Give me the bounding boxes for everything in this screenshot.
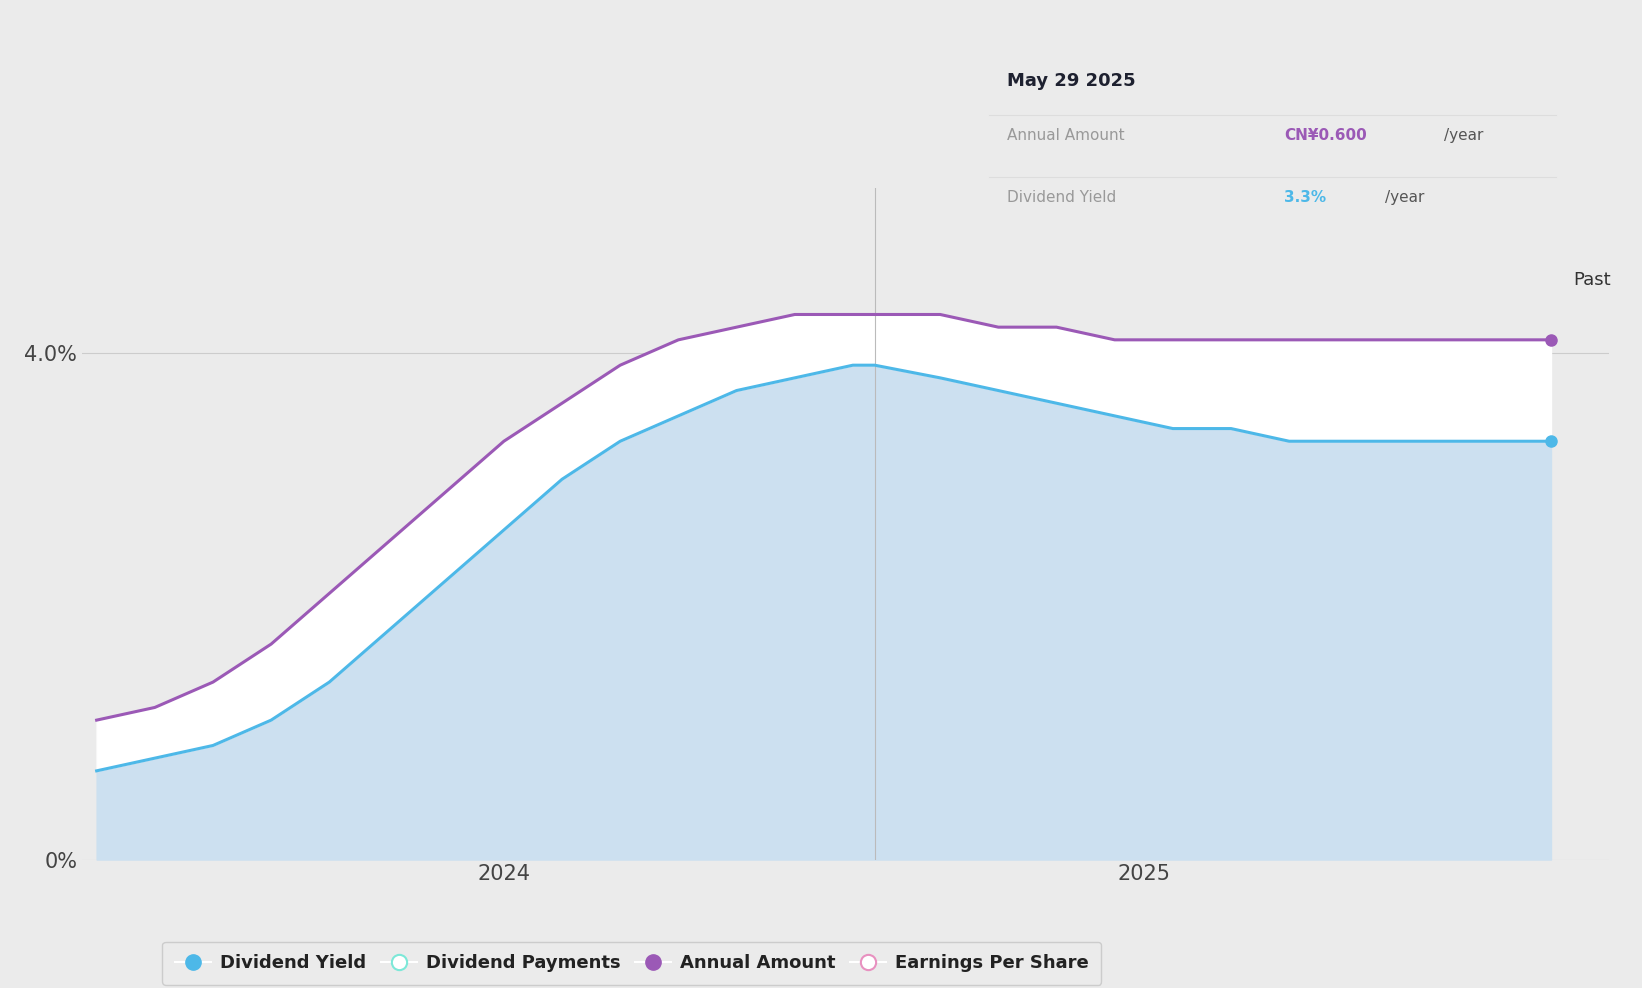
Text: Annual Amount: Annual Amount [1007, 128, 1125, 143]
Text: Dividend Yield: Dividend Yield [1007, 191, 1117, 206]
Text: Past: Past [1573, 271, 1611, 289]
Legend: Dividend Yield, Dividend Payments, Annual Amount, Earnings Per Share: Dividend Yield, Dividend Payments, Annua… [163, 942, 1102, 985]
Text: May 29 2025: May 29 2025 [1007, 72, 1135, 90]
Text: /year: /year [1443, 128, 1483, 143]
Text: /year: /year [1384, 191, 1424, 206]
Text: 3.3%: 3.3% [1284, 191, 1327, 206]
Text: CN¥0.600: CN¥0.600 [1284, 128, 1368, 143]
